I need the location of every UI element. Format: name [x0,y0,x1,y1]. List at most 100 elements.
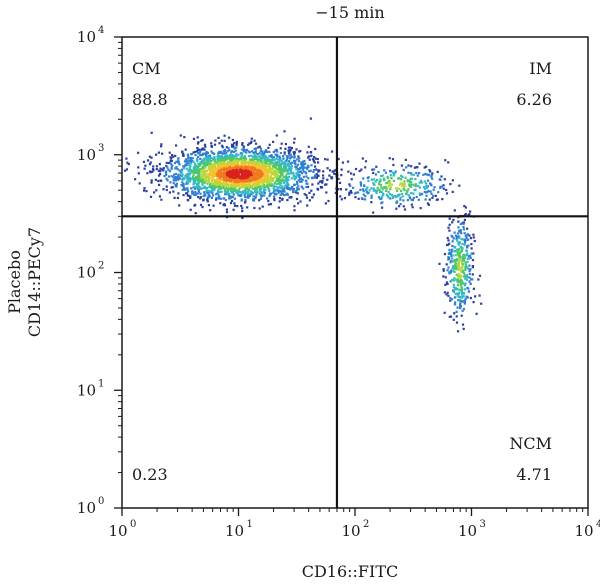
event-point [211,189,214,192]
event-point [401,184,404,187]
event-point [295,176,298,179]
event-point [228,179,231,182]
event-point [367,179,370,183]
event-point [442,275,445,278]
event-point [452,283,455,286]
event-point [466,233,469,236]
event-point [464,206,467,209]
event-point [272,151,275,154]
event-point [194,154,197,157]
event-point [222,176,225,179]
event-point [221,164,224,167]
event-point [240,169,243,172]
event-point [460,287,464,290]
event-point [432,194,435,197]
event-point [352,173,355,176]
event-point [254,151,257,154]
event-point [276,170,280,173]
event-point [244,159,247,162]
event-point [271,158,274,161]
event-point [396,195,399,198]
event-point [478,274,482,277]
event-point [301,160,305,163]
event-point [201,139,204,142]
event-point [187,157,190,160]
event-point [242,179,245,182]
event-point [251,170,254,173]
event-point [201,162,204,165]
event-point [464,212,467,216]
event-point [300,185,303,188]
event-point [255,155,258,158]
event-point [181,168,184,171]
event-point [452,318,455,321]
event-point [270,173,273,176]
event-point [188,176,191,179]
y-tick-exponent: 3 [98,143,104,154]
event-point [464,275,467,278]
event-point [196,192,199,195]
event-point [213,188,216,191]
event-point [227,171,230,174]
event-point [259,192,262,195]
x-tick-label: 10 [574,522,593,540]
event-point [306,151,309,154]
event-point [366,186,369,189]
event-point [230,189,233,192]
event-point [286,157,289,160]
event-point [461,323,465,326]
event-point [193,169,196,172]
event-point [447,258,450,261]
event-point [458,241,461,244]
chart-title: −15 min [315,3,384,22]
event-point [143,167,146,170]
event-point [388,179,391,183]
event-point [208,190,211,193]
y-axis-title-line1: Placebo [5,250,24,314]
event-point [245,151,248,154]
event-point [455,265,458,269]
event-point [375,191,378,194]
event-point [466,245,469,248]
event-point [233,164,236,167]
event-point [451,278,454,281]
event-point [475,312,478,315]
event-point [184,164,187,167]
event-point [283,151,286,154]
event-point [230,196,233,199]
event-point [205,189,208,192]
event-point [208,178,211,181]
event-point [279,171,282,174]
event-point [452,237,455,240]
event-point [263,170,266,173]
event-point [362,177,365,180]
event-point [247,187,250,190]
event-point [384,186,387,189]
event-point [277,161,280,164]
event-point [461,238,464,241]
event-point [194,187,197,190]
event-point [235,191,238,194]
event-point [400,189,403,192]
event-point [276,174,279,177]
event-point [374,189,377,192]
event-point [359,184,363,187]
event-point [370,194,373,197]
event-point [456,259,459,262]
event-point [243,193,246,197]
event-point [305,182,308,185]
event-point [226,188,229,192]
event-point [246,194,250,197]
event-point [199,186,202,190]
event-point [254,178,258,181]
event-point [400,192,403,195]
event-point [212,186,215,189]
event-point [352,186,355,189]
quadrant-percent: 0.23 [132,465,168,484]
event-point [316,187,319,190]
event-point [220,184,223,187]
event-point [182,194,185,197]
event-point [328,169,332,172]
event-point [233,204,237,207]
event-point [443,178,446,181]
